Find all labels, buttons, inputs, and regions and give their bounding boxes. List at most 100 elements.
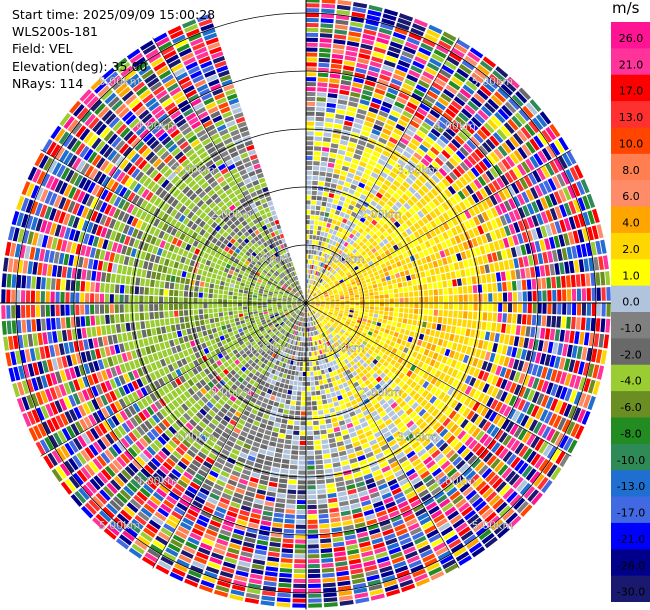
ppi-gate	[490, 426, 500, 438]
ppi-gate	[359, 257, 365, 262]
ppi-gate	[279, 351, 284, 357]
ppi-gate	[282, 336, 287, 341]
ppi-gate	[517, 314, 522, 324]
ppi-gate	[276, 602, 291, 608]
ppi-gate	[314, 320, 317, 325]
ppi-gate	[334, 556, 347, 562]
ppi-gate	[497, 145, 508, 157]
ppi-gate	[315, 304, 320, 306]
ppi-gate	[370, 303, 375, 307]
ppi-gate	[406, 36, 420, 46]
ppi-gate	[525, 158, 535, 171]
ppi-gate	[320, 389, 326, 395]
ppi-gate	[211, 552, 224, 560]
ppi-gate	[301, 332, 303, 337]
ppi-gate	[479, 330, 486, 340]
ppi-gate	[339, 330, 344, 336]
ppi-gate	[334, 164, 342, 170]
ppi-gate	[231, 584, 246, 592]
ppi-gate	[462, 143, 473, 154]
ppi-gate	[366, 518, 378, 526]
ppi-gate	[332, 199, 339, 205]
ppi-gate	[330, 317, 336, 322]
ppi-gate	[306, 299, 308, 303]
ppi-gate	[548, 236, 556, 249]
ppi-gate	[171, 510, 183, 520]
ppi-gate	[383, 204, 391, 211]
ppi-gate	[336, 154, 345, 160]
ppi-gate	[409, 423, 418, 432]
ppi-gate	[477, 109, 489, 121]
ppi-gate	[440, 526, 454, 537]
ppi-gate	[454, 204, 463, 214]
ppi-gate	[525, 350, 532, 362]
ppi-gate	[415, 201, 424, 210]
ppi-gate	[434, 296, 439, 303]
ppi-gate	[323, 275, 327, 280]
ppi-gate	[418, 378, 426, 386]
ppi-gate	[420, 470, 431, 480]
ppi-gate	[386, 119, 396, 127]
ppi-gate	[414, 573, 428, 583]
ppi-gate	[404, 395, 412, 403]
ppi-gate	[443, 188, 453, 198]
ppi-gate	[457, 131, 468, 142]
ppi-gate	[559, 204, 568, 218]
ppi-gate	[355, 268, 361, 273]
ppi-gate	[546, 382, 554, 395]
ppi-gate	[293, 361, 297, 366]
ppi-gate	[595, 318, 601, 332]
ppi-gate	[354, 408, 362, 415]
ppi-gate	[438, 363, 445, 371]
ppi-gate	[335, 334, 341, 339]
ppi-gate	[292, 598, 306, 603]
ppi-gate	[335, 481, 345, 487]
ppi-gate	[513, 258, 520, 269]
ppi-gate	[462, 319, 467, 328]
ppi-gate	[388, 510, 400, 518]
ppi-gate	[372, 542, 385, 550]
ppi-gate	[475, 480, 487, 492]
ppi-gate	[516, 163, 527, 176]
ppi-gate	[319, 216, 324, 221]
ppi-gate	[325, 478, 335, 484]
ppi-gate	[470, 167, 480, 178]
ppi-gate	[219, 497, 230, 505]
ppi-gate	[241, 546, 254, 553]
ppi-gate	[442, 257, 448, 265]
ppi-gate	[458, 294, 463, 302]
ppi-gate	[458, 261, 464, 270]
ppi-gate	[260, 520, 272, 527]
ppi-gate	[349, 246, 355, 252]
ppi-gate	[368, 406, 376, 413]
ppi-gate	[346, 40, 360, 47]
ppi-gate	[297, 480, 306, 485]
ppi-gate	[432, 337, 439, 345]
ppi-gate	[492, 477, 504, 490]
ppi-gate	[434, 157, 444, 167]
ppi-gate	[184, 513, 197, 522]
ppi-gate	[520, 325, 526, 336]
ppi-gate	[292, 435, 299, 440]
ppi-gate	[370, 276, 376, 282]
ppi-gate	[541, 426, 552, 439]
ppi-gate	[324, 212, 330, 218]
ppi-gate	[557, 289, 562, 302]
ppi-gate	[363, 286, 368, 291]
ppi-gate	[389, 154, 399, 162]
ppi-gate	[250, 397, 257, 404]
ppi-gate	[370, 188, 378, 195]
ppi-gate	[307, 269, 310, 274]
ppi-gate	[306, 215, 310, 220]
ppi-gate	[309, 297, 314, 301]
ppi-gate	[507, 118, 519, 131]
ppi-gate	[533, 421, 543, 434]
ppi-gate	[319, 424, 326, 430]
ppi-gate	[493, 303, 498, 312]
ppi-gate	[346, 237, 352, 243]
ppi-gate	[522, 401, 531, 413]
ppi-gate	[407, 199, 415, 207]
ppi-gate	[462, 241, 469, 250]
ppi-gate	[177, 525, 190, 535]
ppi-gate	[357, 254, 363, 260]
